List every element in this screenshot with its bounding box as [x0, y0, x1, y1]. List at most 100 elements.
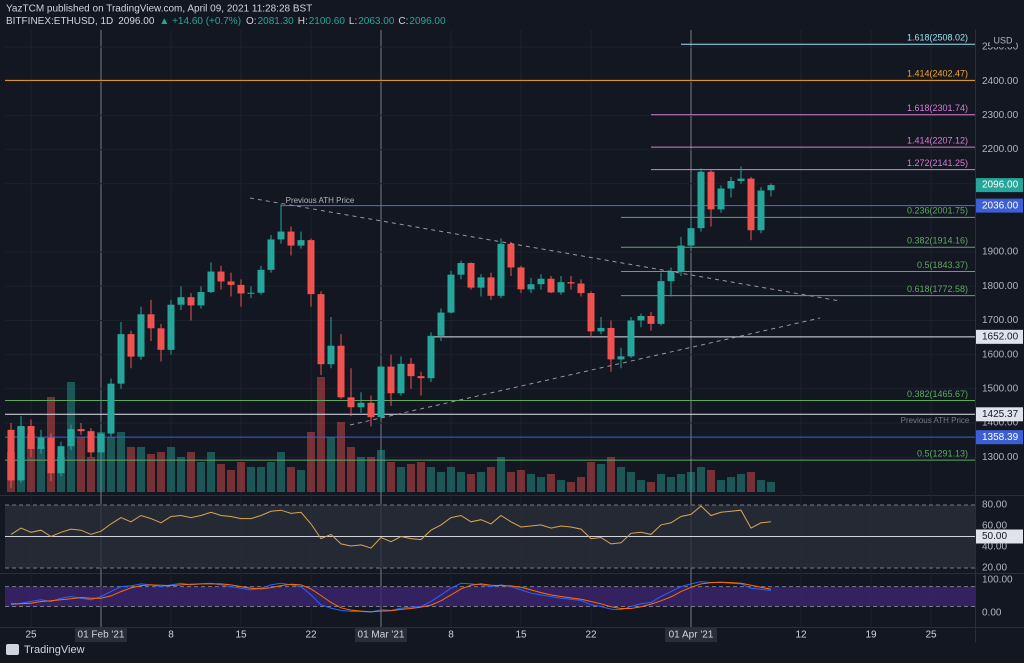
x-tick-label: 8 — [448, 630, 454, 641]
change: ▲ +14.60 (+0.7%) — [159, 16, 241, 27]
volume-bar — [447, 467, 455, 492]
x-tick-label: 19 — [865, 630, 877, 641]
level-label: 1.414(2207.12) — [907, 136, 968, 146]
candle-body — [117, 334, 125, 384]
candle-body — [157, 328, 165, 350]
level-label: 1.272(2141.25) — [907, 158, 968, 168]
candle-body — [677, 245, 685, 272]
y-tick-label: 1700.00 — [982, 315, 1019, 326]
volume-bar — [647, 482, 655, 492]
candle-body — [147, 314, 155, 329]
candle-body — [247, 292, 255, 294]
price-label: 1652.00 — [982, 331, 1019, 342]
level-label: 0.618(1772.58) — [907, 284, 968, 294]
candle-body — [547, 278, 555, 293]
candle-body — [377, 366, 385, 418]
candle-body — [497, 243, 505, 296]
level-label: 0.5(1843.37) — [917, 260, 968, 270]
candle-body — [757, 190, 765, 231]
volume-bar — [677, 474, 685, 492]
candle-body — [77, 429, 85, 432]
volume-bar — [747, 472, 755, 492]
candle-body — [697, 171, 705, 229]
y-tick-label: 50.00 — [982, 531, 1007, 542]
x-tick-label: 25 — [925, 630, 937, 641]
time-label-box — [355, 628, 407, 642]
candle-body — [567, 282, 575, 284]
y-tick-label: 60.00 — [982, 521, 1007, 532]
volume-bar — [757, 480, 765, 492]
volume-bar — [537, 477, 545, 492]
indicator-line — [11, 581, 772, 613]
volume-bar — [357, 457, 365, 492]
y-tick-label: 1500.00 — [982, 383, 1019, 394]
price-label: 2036.00 — [982, 200, 1019, 211]
volume-bar — [237, 462, 245, 492]
x-tick-label: 12 — [795, 630, 807, 641]
footer-brand: TradingView — [24, 644, 85, 656]
price-label: 1358.39 — [982, 432, 1019, 443]
candle-body — [467, 263, 475, 288]
candle-body — [597, 327, 605, 332]
y-tick-label: 1900.00 — [982, 247, 1019, 258]
trend-line — [249, 197, 841, 302]
candle-body — [717, 188, 725, 210]
y-tick-label: 0.00 — [982, 608, 1002, 619]
price-label-box — [976, 430, 1023, 445]
volume-bar — [667, 477, 675, 492]
y-tick-label: 2300.00 — [982, 110, 1019, 121]
level-label: 1.414(2402.47) — [907, 69, 968, 79]
x-tick-label: 01 Feb '21 — [78, 630, 125, 641]
candle-body — [187, 297, 195, 306]
ohlc-value: 2100.60 — [309, 16, 346, 27]
symbol: BITFINEX:ETHUSD, 1D — [6, 16, 113, 27]
ohlc-value: 2063.00 — [358, 16, 395, 27]
volume-bar — [267, 462, 275, 492]
candle-body — [367, 402, 375, 418]
volume-bar — [177, 457, 185, 492]
candle-body — [607, 327, 615, 360]
y-tick-label: 2500.00 — [982, 42, 1019, 53]
candle-body — [107, 383, 115, 434]
time-label-box — [75, 628, 127, 642]
trend-line — [349, 317, 821, 426]
volume-bar — [307, 432, 315, 492]
ohlc-value: 2096.00 — [409, 16, 446, 27]
candle-body — [437, 312, 445, 336]
candle-body — [167, 304, 175, 350]
time-label-box — [665, 628, 717, 642]
candle-body — [747, 178, 755, 231]
y-tick-label: 1300.00 — [982, 452, 1019, 463]
y-tick-label: 2400.00 — [982, 76, 1019, 87]
volume-bar — [87, 457, 95, 492]
candle-body — [177, 297, 185, 305]
brand-icon — [6, 644, 19, 655]
candle-body — [707, 171, 715, 210]
volume-bar — [257, 467, 265, 492]
candle-body — [67, 429, 75, 447]
volume-bar — [717, 480, 725, 492]
candle-body — [537, 278, 545, 285]
ohlc-key: O: — [246, 16, 257, 27]
level-label: 0.5(1291.13) — [917, 449, 968, 459]
y-tick-label: 2200.00 — [982, 144, 1019, 155]
plot-layer: 25 01 Feb '21 8 15 22 01 Mar '21 8 15 22 01 Apr '… — [0, 30, 1024, 642]
candle-body — [527, 284, 535, 290]
volume-bar — [187, 452, 195, 492]
volume-bar — [517, 470, 525, 492]
tick-box — [976, 529, 1023, 544]
volume-bar — [247, 467, 255, 492]
published-line: YazTCM published on TradingView.com, Apr… — [6, 4, 312, 15]
y-tick-label: 40.00 — [982, 542, 1007, 553]
candle-body — [17, 426, 25, 481]
candle-body — [337, 345, 345, 398]
volume-bar — [467, 474, 475, 492]
volume-bar — [617, 467, 625, 492]
price-label-box — [976, 178, 1023, 193]
candle-body — [27, 426, 35, 449]
volume-bar — [197, 462, 205, 492]
candle-body — [647, 315, 655, 324]
volume-bar — [367, 457, 375, 492]
volume-bar — [687, 472, 695, 492]
volume-bar — [217, 464, 225, 492]
